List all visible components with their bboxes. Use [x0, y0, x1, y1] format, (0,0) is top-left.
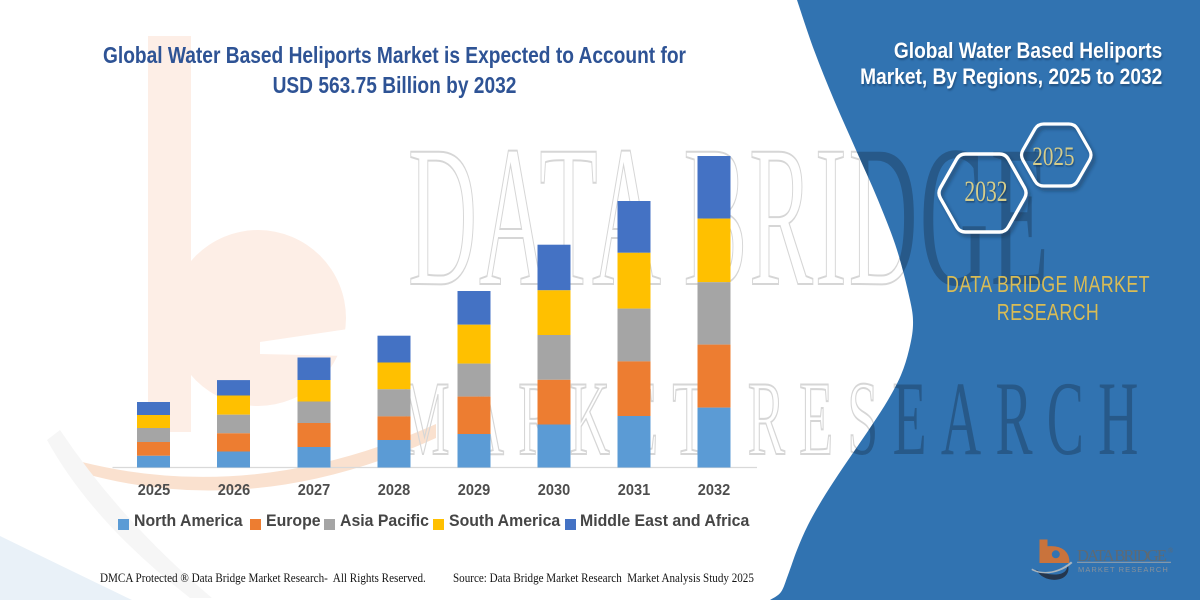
svg-text:DATA BRIDGE: DATA BRIDGE — [1077, 546, 1167, 565]
svg-text:MARKET RESEARCH: MARKET RESEARCH — [1078, 565, 1170, 574]
svg-text:®: ® — [1168, 547, 1174, 555]
